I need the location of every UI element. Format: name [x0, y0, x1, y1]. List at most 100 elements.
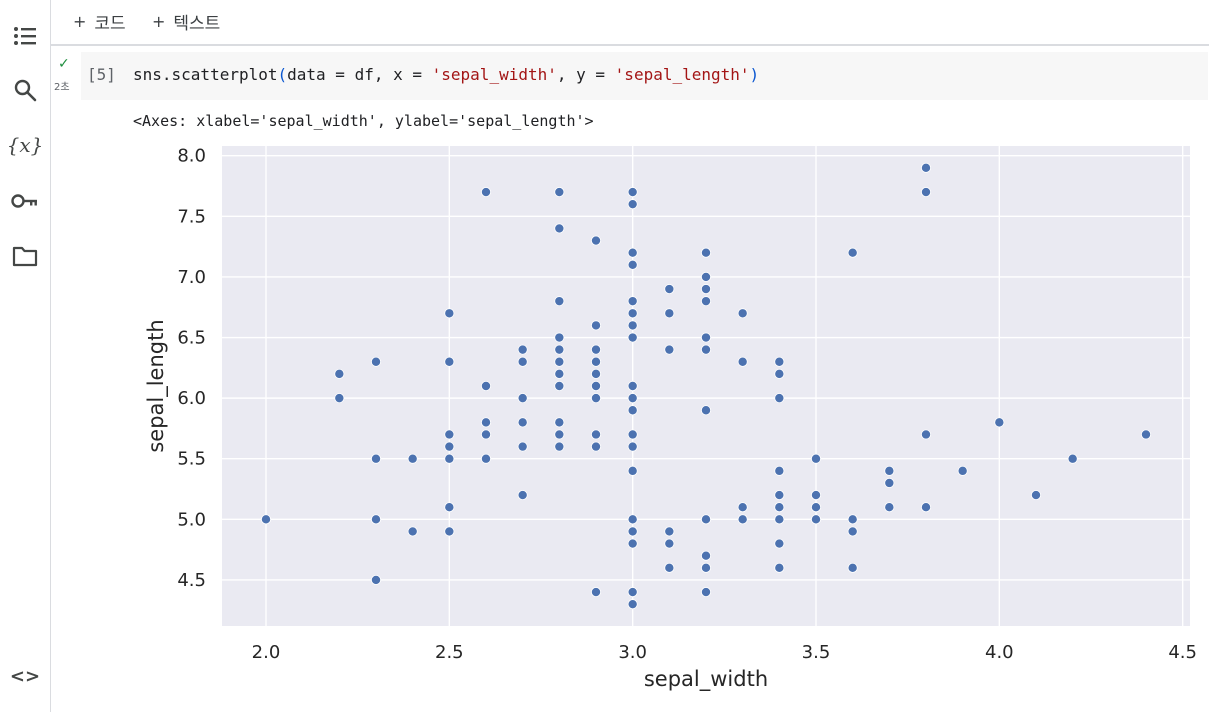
- scatter-point: [370, 453, 381, 464]
- scatter-point: [591, 320, 602, 331]
- scatter-point: [444, 526, 455, 537]
- scatter-point: [627, 259, 638, 270]
- scatter-point: [627, 187, 638, 198]
- scatter-point: [444, 502, 455, 513]
- scatter-point: [554, 223, 565, 234]
- scatter-point: [627, 393, 638, 404]
- cell-output-text: <Axes: xlabel='sepal_width', ylabel='sep…: [133, 112, 594, 130]
- x-axis-label: sepal_width: [644, 667, 768, 692]
- scatter-point: [480, 429, 491, 440]
- x-tick-label: 4.5: [1168, 642, 1197, 663]
- scatter-point: [884, 477, 895, 488]
- notebook-toolbar: + 코드 + 텍스트: [51, 0, 1209, 46]
- scatter-point: [370, 514, 381, 525]
- scatter-point: [444, 356, 455, 367]
- scatter-point: [260, 514, 271, 525]
- scatter-point: [884, 502, 895, 513]
- scatter-point: [407, 526, 418, 537]
- search-icon[interactable]: [0, 70, 50, 110]
- scatter-point: [847, 562, 858, 573]
- scatter-point: [1031, 490, 1042, 501]
- add-code-label: 코드: [94, 13, 126, 34]
- scatter-point: [701, 332, 712, 343]
- scatter-point: [627, 296, 638, 307]
- scatter-point: [407, 453, 418, 464]
- plus-icon: +: [152, 11, 166, 31]
- scatter-point: [554, 441, 565, 452]
- scatter-point: [517, 417, 528, 428]
- y-tick-labels: 4.5 5.0 5.5 6.0 6.5 7.0 7.5 8.0: [177, 146, 206, 591]
- code-string-x: 'sepal_width': [431, 65, 557, 84]
- scatter-point: [627, 538, 638, 549]
- code-string-y: 'sepal_length': [614, 65, 750, 84]
- scatter-point: [774, 368, 785, 379]
- scatter-point: [627, 199, 638, 210]
- scatter-point: [444, 441, 455, 452]
- add-text-label: 텍스트: [173, 13, 221, 34]
- scatter-point: [774, 514, 785, 525]
- variables-icon[interactable]: {x}: [6, 133, 44, 157]
- x-tick-label: 3.5: [802, 642, 831, 663]
- code-args: data = df, x =: [287, 65, 432, 84]
- scatter-point: [664, 562, 675, 573]
- scatter-point: [554, 332, 565, 343]
- y-tick-label: 6.5: [177, 328, 206, 349]
- plus-icon: +: [73, 11, 87, 31]
- scatter-point: [811, 490, 822, 501]
- scatter-point: [701, 405, 712, 416]
- add-code-button[interactable]: + 코드: [73, 8, 126, 34]
- y-tick-label: 5.0: [177, 509, 206, 530]
- scatter-point: [554, 429, 565, 440]
- scatter-point: [811, 502, 822, 513]
- scatter-point: [517, 344, 528, 355]
- code-line[interactable]: sns.scatterplot(data = df, x = 'sepal_wi…: [133, 65, 759, 84]
- scatter-point: [921, 187, 932, 198]
- x-tick-label: 4.0: [985, 642, 1014, 663]
- plot-background: [222, 146, 1190, 626]
- scatter-point: [884, 465, 895, 476]
- scatter-point: [627, 332, 638, 343]
- scatter-point: [627, 429, 638, 440]
- scatter-point: [847, 514, 858, 525]
- scatter-point: [701, 514, 712, 525]
- x-tick-label: 3.0: [618, 642, 647, 663]
- x-tick-label: 2.0: [252, 642, 281, 663]
- scatter-point: [627, 514, 638, 525]
- cell-run-status[interactable]: ✓ 2초: [51, 52, 81, 100]
- secrets-key-icon[interactable]: [0, 181, 50, 221]
- scatter-point: [591, 368, 602, 379]
- scatter-point: [554, 417, 565, 428]
- execution-time: 2초: [54, 82, 70, 93]
- code-paren-close: ): [749, 65, 760, 84]
- scatter-point: [591, 356, 602, 367]
- execution-count: [5]: [87, 65, 116, 84]
- scatter-point: [921, 429, 932, 440]
- files-folder-icon[interactable]: [0, 236, 50, 276]
- x-tick-label: 2.5: [435, 642, 464, 663]
- scatter-point: [627, 308, 638, 319]
- scatter-point: [444, 429, 455, 440]
- add-text-button[interactable]: + 텍스트: [152, 8, 220, 34]
- scatter-point: [957, 465, 968, 476]
- scatter-point: [774, 465, 785, 476]
- data-points: [260, 162, 1152, 610]
- scatter-point: [847, 526, 858, 537]
- scatter-point: [737, 514, 748, 525]
- code-cell-editor[interactable]: [5] sns.scatterplot(data = df, x = 'sepa…: [81, 52, 1208, 100]
- scatter-point: [370, 356, 381, 367]
- scatter-point: [664, 308, 675, 319]
- y-tick-label: 8.0: [177, 146, 206, 167]
- scatter-point: [774, 562, 785, 573]
- scatter-point: [737, 356, 748, 367]
- scatter-point: [774, 538, 785, 549]
- scatter-point: [627, 441, 638, 452]
- code-snippets-icon[interactable]: <>: [9, 665, 41, 687]
- scatter-point: [591, 380, 602, 391]
- scatter-point: [664, 538, 675, 549]
- table-of-contents-icon[interactable]: [0, 16, 50, 56]
- scatter-point: [554, 380, 565, 391]
- scatter-point: [517, 393, 528, 404]
- scatter-point: [591, 587, 602, 598]
- scatter-point: [701, 247, 712, 258]
